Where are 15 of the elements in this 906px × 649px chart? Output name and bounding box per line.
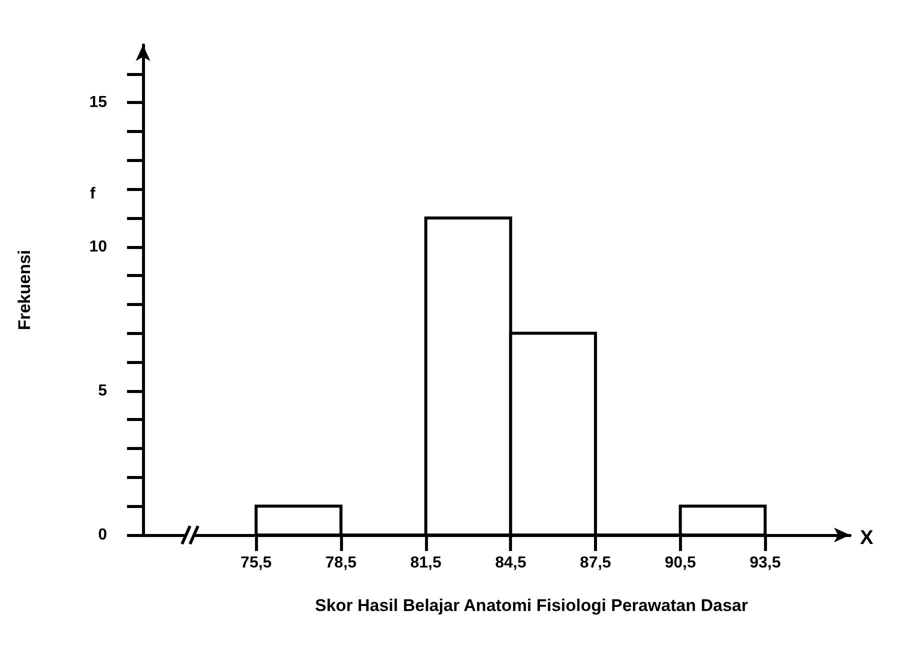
text: X	[860, 527, 874, 549]
y-tick-label: 0	[98, 526, 108, 544]
x-tick-label: 87,5	[580, 554, 612, 572]
x-tick-label: 75,5	[240, 554, 272, 572]
y-tick-label: 15	[89, 94, 108, 112]
y-axis-title: Frekuensi	[15, 250, 34, 330]
x-tick-label: 93,5	[750, 554, 781, 572]
x-tick-label: 78,5	[325, 554, 357, 572]
text: f	[90, 186, 96, 202]
x-tick-label: 90,5	[664, 554, 696, 572]
y-tick-label: 5	[98, 382, 108, 400]
x-axis-title: Skor Hasil Belajar Anatomi Fisiologi Perawatan Dasar	[314, 596, 748, 615]
x-tick-label: 84,5	[495, 554, 526, 572]
y-tick-label: 10	[89, 238, 108, 256]
x-tick-label: 81,5	[410, 554, 442, 572]
